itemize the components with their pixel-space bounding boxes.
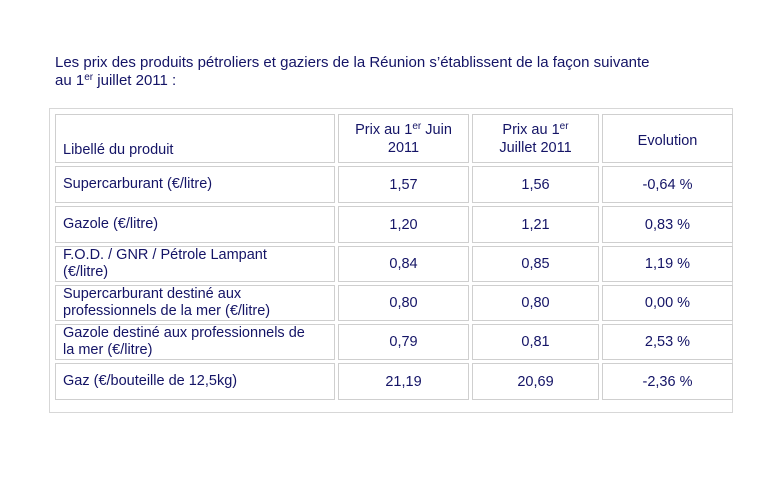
row-label: Gaz (€/bouteille de 12,5kg) xyxy=(55,363,335,400)
table-row: Gaz (€/bouteille de 12,5kg) 21,19 20,69 … xyxy=(55,363,733,400)
header-july: Prix au 1er Juillet 2011 xyxy=(472,114,599,163)
table-row: Gazole destiné aux professionnels de la m… xyxy=(55,324,733,360)
row-june: 1,20 xyxy=(338,206,469,243)
row-evolution: -2,36 % xyxy=(602,363,733,400)
row-label: Gazole destiné aux professionnels de la m… xyxy=(55,324,335,360)
header-june: Prix au 1er Juin 2011 xyxy=(338,114,469,163)
row-july: 0,85 xyxy=(472,246,599,282)
intro-paragraph: Les prix des produits pétroliers et gazi… xyxy=(55,54,755,90)
header-label: Libellé du produit xyxy=(55,114,335,163)
row-june: 21,19 xyxy=(338,363,469,400)
row-evolution: 0,83 % xyxy=(602,206,733,243)
row-evolution: -0,64 % xyxy=(602,166,733,203)
row-july: 1,21 xyxy=(472,206,599,243)
intro-line-2-prefix: au 1 xyxy=(55,72,85,89)
table-header-row: Libellé du produit Prix au 1er Juin 2011 … xyxy=(55,114,733,163)
table-row: Supercarburant (€/litre) 1,57 1,56 -0,64… xyxy=(55,166,733,203)
row-june: 0,80 xyxy=(338,285,469,321)
intro-line-2-sup: er xyxy=(84,72,94,83)
intro-line-2-suffix: juillet 2011 : xyxy=(93,72,177,89)
intro-line-1: Les prix des produits pétroliers et gazi… xyxy=(55,54,650,71)
table-frame xyxy=(49,108,733,413)
row-label: Supercarburant destiné aux professionnels… xyxy=(55,285,335,321)
row-label: Supercarburant (€/litre) xyxy=(55,166,335,203)
row-july: 20,69 xyxy=(472,363,599,400)
row-label: F.O.D. / GNR / Pétrole Lampant (€/litre) xyxy=(55,246,335,282)
table-row: Gazole (€/litre) 1,20 1,21 0,83 % xyxy=(55,206,733,243)
price-table: Libellé du produit Prix au 1er Juin 2011 … xyxy=(52,111,736,403)
row-evolution: 0,00 % xyxy=(602,285,733,321)
row-july: 0,81 xyxy=(472,324,599,360)
row-evolution: 2,53 % xyxy=(602,324,733,360)
header-evolution: Evolution xyxy=(602,114,733,163)
row-evolution: 1,19 % xyxy=(602,246,733,282)
row-june: 0,79 xyxy=(338,324,469,360)
row-july: 1,56 xyxy=(472,166,599,203)
table-row: F.O.D. / GNR / Pétrole Lampant (€/litre) … xyxy=(55,246,733,282)
row-june: 0,84 xyxy=(338,246,469,282)
table-row: Supercarburant destiné aux professionnels… xyxy=(55,285,733,321)
row-label: Gazole (€/litre) xyxy=(55,206,335,243)
row-june: 1,57 xyxy=(338,166,469,203)
row-july: 0,80 xyxy=(472,285,599,321)
